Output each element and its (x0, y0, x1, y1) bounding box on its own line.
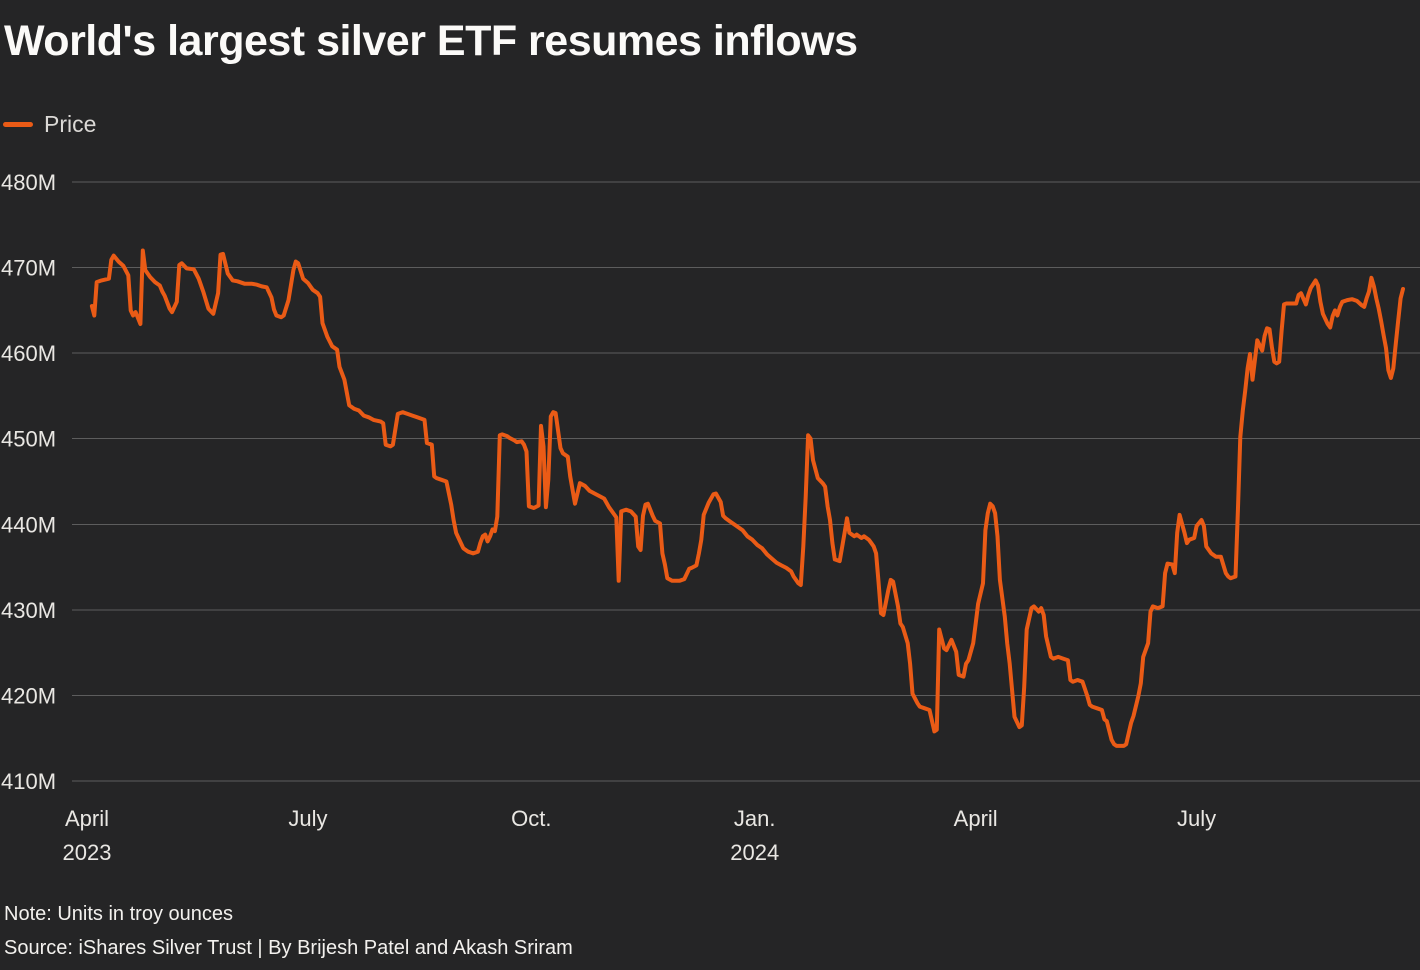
y-tick-label-430M: 430M (1, 598, 56, 623)
x-tick-sublabel-2024: 2024 (730, 840, 779, 865)
x-tick-label-Oct: Oct. (511, 806, 551, 831)
x-tick-sublabel-2023: 2023 (63, 840, 112, 865)
y-tick-label-420M: 420M (1, 683, 56, 708)
legend: Price (3, 111, 96, 138)
price-line-series (89, 248, 1405, 748)
x-tick-label-April: April (65, 806, 109, 831)
y-tick-label-460M: 460M (1, 341, 56, 366)
chart-title: World's largest silver ETF resumes inflo… (4, 17, 858, 65)
price-series-swatch-icon (3, 122, 33, 127)
y-tick-label-410M: 410M (1, 769, 56, 794)
source-byline: Source: iShares Silver Trust | By Brijes… (4, 937, 573, 959)
legend-label-price: Price (44, 111, 97, 137)
x-tick-label-July: July (1177, 806, 1216, 831)
y-tick-label-440M: 440M (1, 512, 56, 537)
footnote: Note: Units in troy ounces (4, 903, 233, 925)
x-tick-label-April: April (954, 806, 998, 831)
y-tick-label-450M: 450M (1, 427, 56, 452)
y-tick-label-470M: 470M (1, 256, 56, 281)
y-tick-label-480M: 480M (1, 170, 56, 195)
x-tick-label-July: July (288, 806, 327, 831)
x-tick-label-Jan: Jan. (734, 806, 776, 831)
